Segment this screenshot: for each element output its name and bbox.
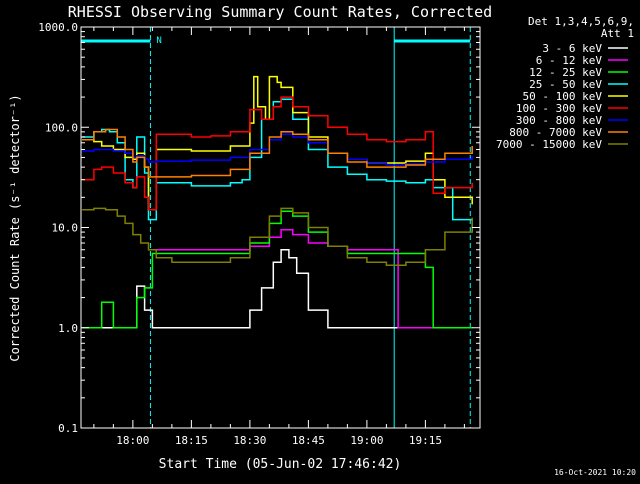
legend-label: 7000 - 15000 keV [496, 138, 602, 151]
series-line-8 [82, 207, 473, 267]
timestamp: 16-Oct-2021 10:20 [554, 468, 636, 477]
x-axis-label: Start Time (05-Jun-02 17:46:42) [159, 457, 402, 472]
x-tick-label: 18:30 [233, 434, 266, 447]
night-intervals: N [80, 27, 471, 428]
legend-label: 800 - 7000 keV [509, 126, 602, 139]
legend-header-line-2: Att 1 [601, 27, 634, 40]
y-tick-label: 1.0 [58, 322, 78, 335]
series-line-0 [82, 248, 473, 329]
legend-label: 25 - 50 keV [529, 78, 602, 91]
x-tick-label: 18:15 [175, 434, 208, 447]
series-line-1 [152, 228, 473, 329]
legend-header-line-1: Det 1,3,4,5,6,9, [528, 15, 634, 28]
series-lines [82, 75, 473, 329]
legend-label: 100 - 300 keV [516, 102, 602, 115]
x-tick-label: 18:00 [116, 434, 149, 447]
y-axis-label: Corrected Count Rate (s⁻¹ detector⁻¹) [8, 94, 22, 361]
legend-label: 6 - 12 keV [536, 54, 603, 67]
night-flag-label: N [156, 36, 161, 46]
x-tick-label: 19:00 [350, 434, 383, 447]
legend-label: 12 - 25 keV [529, 66, 602, 79]
series-line-4 [82, 75, 473, 211]
legend-label: 50 - 100 keV [523, 90, 603, 103]
series-line-2 [82, 210, 473, 329]
x-axis-ticks: 18:00 18:15 18:30 18:45 19:00 19:15 [93, 27, 465, 447]
legend-label: 3 - 6 keV [542, 42, 602, 55]
y-tick-label: 10.0 [52, 222, 79, 235]
chart-title: RHESSI Observing Summary Count Rates, Co… [68, 3, 492, 21]
series-line-7 [82, 128, 473, 178]
legend-label: 300 - 800 keV [516, 114, 602, 127]
y-tick-label: 0.1 [58, 422, 78, 435]
x-tick-label: 19:15 [409, 434, 442, 447]
x-tick-label: 18:45 [292, 434, 325, 447]
y-axis-ticks: 0.1 1.0 10.0 100.0 1000.0 [38, 21, 480, 435]
series-line-5 [82, 96, 473, 211]
y-tick-label: 1000.0 [38, 21, 78, 34]
y-tick-label: 100.0 [45, 121, 78, 134]
